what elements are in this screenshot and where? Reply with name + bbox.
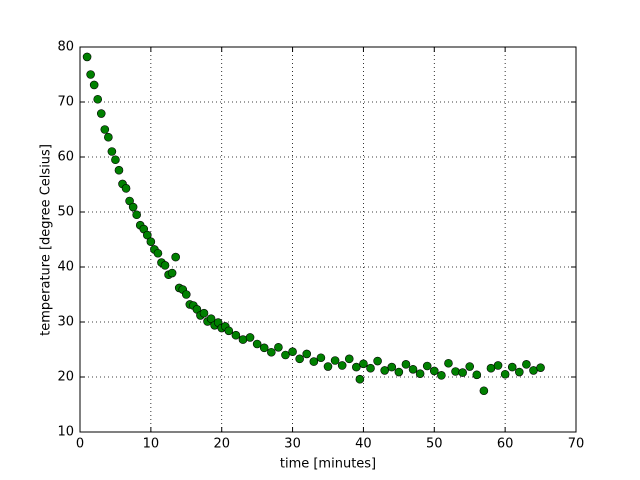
point	[259, 343, 269, 353]
point	[352, 362, 361, 372]
x-tick-label: 20	[213, 437, 230, 452]
point	[199, 308, 209, 318]
point	[422, 361, 432, 371]
point	[515, 367, 524, 377]
point	[330, 356, 340, 365]
x-tick-label: 50	[426, 437, 443, 452]
point	[337, 361, 347, 370]
x-tick-label: 70	[568, 437, 585, 452]
point	[93, 94, 103, 104]
point	[394, 367, 404, 377]
plot-frame	[79, 46, 577, 433]
point	[373, 356, 382, 366]
point	[96, 109, 106, 118]
point	[500, 369, 510, 379]
point	[309, 357, 319, 366]
point	[121, 184, 131, 193]
point	[153, 248, 163, 258]
point	[451, 367, 460, 376]
point	[181, 290, 191, 299]
point	[323, 362, 333, 371]
point	[267, 347, 276, 357]
point	[479, 386, 489, 396]
point	[507, 362, 517, 372]
point	[100, 125, 110, 134]
point	[82, 52, 92, 62]
point	[128, 202, 138, 212]
point	[86, 70, 95, 79]
point	[401, 360, 411, 369]
point	[107, 147, 117, 156]
point	[111, 155, 120, 165]
y-tick-label: 40	[57, 260, 74, 275]
x-tick-label: 0	[76, 437, 84, 452]
point	[146, 237, 156, 246]
y-tick-label: 80	[57, 40, 74, 55]
point	[344, 354, 354, 364]
point	[224, 326, 234, 336]
point	[380, 366, 389, 375]
point	[295, 354, 304, 364]
point	[160, 261, 170, 270]
y-tick-label: 20	[57, 370, 74, 385]
point	[387, 362, 397, 372]
y-tick-label: 60	[57, 150, 74, 165]
point	[458, 368, 467, 377]
point	[437, 371, 446, 380]
point	[288, 347, 297, 357]
point	[206, 314, 216, 324]
point	[238, 335, 248, 344]
point	[366, 363, 375, 373]
point	[359, 359, 368, 369]
point	[167, 268, 177, 278]
x-tick-label: 30	[284, 437, 301, 452]
point	[522, 360, 531, 369]
x-tick-label: 40	[355, 437, 372, 452]
y-tick-label: 10	[57, 425, 74, 440]
point	[415, 369, 425, 379]
y-axis-label: temperature [degree Celsius]	[39, 144, 54, 336]
point	[104, 132, 113, 142]
point	[114, 165, 124, 175]
x-tick-label: 60	[497, 437, 514, 452]
point	[465, 362, 475, 371]
point	[89, 80, 99, 90]
y-tick-label: 30	[57, 315, 74, 330]
point	[302, 349, 312, 359]
point	[281, 350, 290, 360]
point	[408, 364, 418, 374]
x-tick-label: 10	[143, 437, 160, 452]
point	[245, 333, 255, 342]
point	[536, 363, 545, 372]
y-tick-label: 50	[57, 205, 74, 220]
point	[493, 361, 503, 370]
point	[252, 339, 262, 349]
point	[274, 342, 283, 352]
point	[143, 230, 152, 240]
point	[171, 252, 180, 262]
point	[444, 358, 453, 368]
x-axis-label: time [minutes]	[280, 457, 376, 472]
point	[429, 366, 439, 376]
y-tick-label: 70	[57, 95, 74, 110]
point	[132, 210, 141, 220]
point	[355, 374, 365, 384]
point	[231, 330, 241, 340]
point	[472, 370, 482, 380]
point	[316, 353, 326, 363]
